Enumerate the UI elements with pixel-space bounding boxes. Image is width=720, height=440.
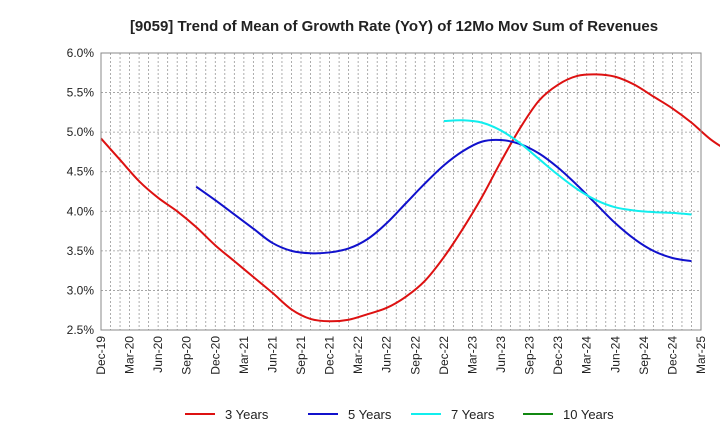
x-tick-label: Jun-23 bbox=[494, 336, 508, 373]
x-tick-label: Dec-20 bbox=[208, 336, 222, 375]
x-tick-label: Dec-21 bbox=[323, 336, 337, 375]
legend-label-3-years: 3 Years bbox=[225, 407, 269, 422]
y-tick-label: 4.5% bbox=[67, 165, 95, 179]
x-tick-label: Sep-23 bbox=[523, 336, 537, 375]
x-tick-label: Sep-20 bbox=[180, 336, 194, 375]
chart-title: [9059] Trend of Mean of Growth Rate (YoY… bbox=[130, 18, 658, 35]
legend-label-10-years: 10 Years bbox=[563, 407, 614, 422]
x-tick-label: Dec-22 bbox=[437, 336, 451, 375]
x-tick-label: Sep-22 bbox=[408, 336, 422, 375]
plot-frame bbox=[100, 52, 702, 331]
x-tick-label: Jun-24 bbox=[608, 336, 622, 373]
grid-lines bbox=[101, 53, 701, 330]
series-lines bbox=[100, 73, 720, 323]
x-tick-label: Dec-24 bbox=[665, 336, 679, 375]
x-tick-label: Mar-24 bbox=[580, 336, 594, 374]
y-tick-label: 2.5% bbox=[67, 323, 95, 337]
y-tick-label: 3.5% bbox=[67, 244, 95, 258]
x-tick-label: Mar-21 bbox=[237, 336, 251, 374]
y-tick-label: 5.0% bbox=[67, 125, 95, 139]
y-tick-label: 3.0% bbox=[67, 283, 95, 297]
x-tick-label: Mar-20 bbox=[123, 336, 137, 374]
x-tick-label: Jun-20 bbox=[151, 336, 165, 373]
legend-label-5-years: 5 Years bbox=[348, 407, 392, 422]
x-tick-label: Dec-23 bbox=[551, 336, 565, 375]
x-axis-ticks: Dec-19 Mar-20 Jun-20 Sep-20 Dec-20 Mar-21 Jun-… bbox=[94, 336, 708, 375]
y-tick-label: 5.5% bbox=[67, 86, 95, 100]
legend: 3 Years 5 Years 7 Years 10 Years bbox=[185, 407, 614, 422]
y-tick-label: 6.0% bbox=[67, 46, 95, 60]
series-line-7-years bbox=[443, 119, 692, 216]
y-tick-label: 4.0% bbox=[67, 204, 95, 218]
legend-label-7-years: 7 Years bbox=[451, 407, 495, 422]
x-tick-label: Jun-21 bbox=[265, 336, 279, 373]
series-line-3-years bbox=[100, 73, 720, 323]
x-tick-label: Jun-22 bbox=[380, 336, 394, 373]
x-tick-label: Sep-21 bbox=[294, 336, 308, 375]
y-axis-ticks: 2.5% 3.0% 3.5% 4.0% 4.5% 5.0% 5.5% 6.0% bbox=[67, 46, 95, 337]
x-tick-label: Mar-22 bbox=[351, 336, 365, 374]
x-tick-label: Sep-24 bbox=[637, 336, 651, 375]
x-tick-label: Dec-19 bbox=[94, 336, 108, 375]
x-tick-label: Mar-25 bbox=[694, 336, 708, 374]
series-line-5-years bbox=[195, 138, 692, 263]
x-tick-label: Mar-23 bbox=[465, 336, 479, 374]
